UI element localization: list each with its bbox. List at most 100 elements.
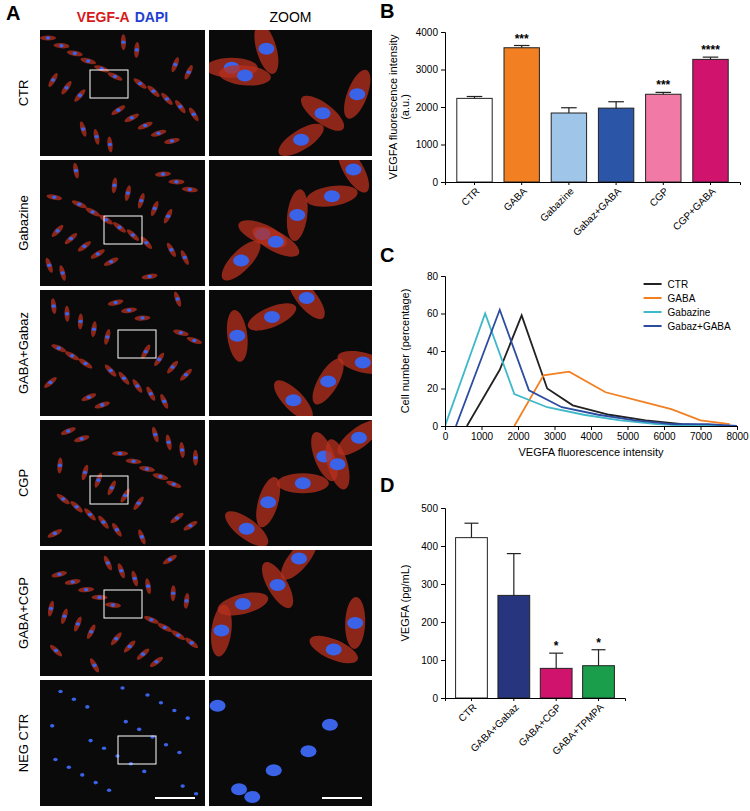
cell-stain xyxy=(124,185,132,202)
zoom-box xyxy=(90,476,128,504)
nucleus xyxy=(295,477,311,489)
cell-stain xyxy=(162,553,178,566)
tick-mark xyxy=(441,70,445,71)
cell-stain xyxy=(132,495,146,511)
nucleus xyxy=(111,603,115,607)
legend-swatch xyxy=(644,325,662,327)
error-bar xyxy=(561,108,577,113)
cell-stain xyxy=(47,527,64,539)
nucleus xyxy=(131,459,135,463)
tick: 500 xyxy=(421,503,445,514)
cell-stain xyxy=(71,199,88,210)
nucleus xyxy=(164,743,168,747)
nucleus xyxy=(186,716,190,720)
y-axis-title-line: VEGFA (pg/mL) xyxy=(399,564,411,641)
micrograph xyxy=(40,290,205,416)
cell-stain xyxy=(66,49,83,57)
cell-stain xyxy=(179,249,190,266)
cell-stain xyxy=(173,328,190,337)
axis-line xyxy=(446,183,741,186)
image-background xyxy=(40,550,205,676)
tick-label: 7000 xyxy=(690,431,713,442)
cell-stain xyxy=(164,137,181,145)
stain-label: DAPI xyxy=(135,9,168,25)
cell-stain xyxy=(60,608,70,625)
cell-stain xyxy=(103,329,112,346)
tick-mark xyxy=(471,698,472,701)
nucleus xyxy=(76,622,80,626)
tick-label: CTR xyxy=(459,186,481,208)
cell-stain xyxy=(63,231,78,245)
tick-mark xyxy=(521,182,522,185)
cell-stain xyxy=(69,499,84,514)
nucleus xyxy=(324,190,340,202)
nucleus xyxy=(355,356,371,368)
cell-stain xyxy=(125,458,141,465)
legend-swatch xyxy=(644,311,662,313)
nucleus xyxy=(74,505,78,509)
tick-label: 5000 xyxy=(617,431,640,442)
cell-stain xyxy=(170,629,186,642)
cell-stain xyxy=(53,42,69,49)
nucleus xyxy=(51,304,55,308)
nucleus xyxy=(52,195,56,199)
cell-stain xyxy=(107,298,124,307)
zoom-box xyxy=(104,590,142,618)
cell-stain xyxy=(102,555,113,572)
tick-mark xyxy=(441,698,445,699)
nucleus xyxy=(299,292,315,304)
nucleus xyxy=(84,588,88,592)
cell-stain xyxy=(209,604,235,658)
axis: CTRGABA+GabazGABA+CGPGABA+TPMPA xyxy=(446,698,626,757)
nucleus xyxy=(345,164,361,176)
tick-label: GABA xyxy=(501,185,529,213)
cell-stain xyxy=(121,34,126,50)
cell-stain xyxy=(274,118,329,156)
tick: 4000 xyxy=(580,426,603,442)
error-bar-stem xyxy=(568,108,569,113)
axis: 01000200030004000 xyxy=(416,27,446,188)
tick-mark xyxy=(441,389,445,390)
image-background xyxy=(40,30,205,156)
tick-label: GABA+CGP xyxy=(516,701,563,748)
tick: 8000 xyxy=(726,426,749,442)
zoom-box xyxy=(104,216,142,244)
axis: 0100200300400500 xyxy=(421,503,445,704)
nucleus xyxy=(79,437,83,441)
cell-stain xyxy=(90,321,97,338)
nucleus xyxy=(46,36,50,40)
panel-letter: B xyxy=(380,0,394,22)
nucleus xyxy=(74,169,78,173)
cell-stain xyxy=(134,315,150,321)
cell-stain xyxy=(122,639,137,654)
tick-mark xyxy=(441,546,445,547)
error-bar-stem xyxy=(556,653,557,668)
nucleus xyxy=(268,236,284,248)
cell-stain xyxy=(55,492,71,506)
nucleus xyxy=(330,458,346,470)
nucleus xyxy=(61,497,65,501)
significance: *** xyxy=(656,78,670,92)
nucleus xyxy=(172,483,176,487)
cell-stain xyxy=(165,434,173,451)
nucleus xyxy=(58,464,62,468)
nucleus xyxy=(326,644,342,656)
nucleus xyxy=(194,792,198,796)
cell-stain xyxy=(64,578,81,586)
nucleus xyxy=(171,591,175,595)
nucleus xyxy=(270,579,286,591)
plot-marks xyxy=(445,310,737,426)
cell-stain xyxy=(119,487,132,503)
cell-stain xyxy=(90,248,106,261)
zoom-box xyxy=(90,70,128,98)
nucleus xyxy=(244,791,260,803)
nucleus xyxy=(163,626,167,630)
nucleus xyxy=(139,199,143,203)
cell-stain xyxy=(218,63,272,87)
nucleus xyxy=(53,758,57,762)
cell-stain xyxy=(125,228,140,243)
tick-mark xyxy=(555,426,556,430)
cell-stain xyxy=(152,351,165,367)
tick: 1000 xyxy=(471,426,494,442)
nucleus xyxy=(48,381,52,385)
